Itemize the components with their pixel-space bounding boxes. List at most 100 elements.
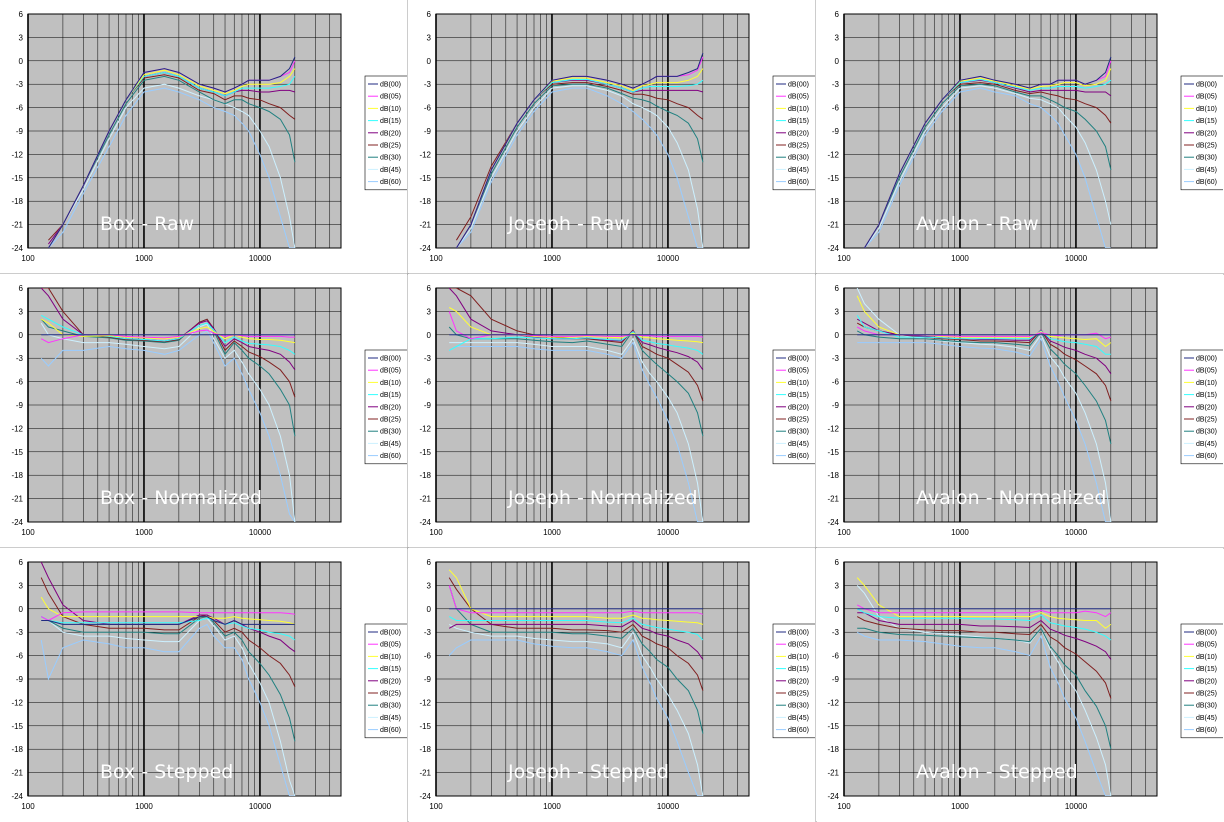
legend: dB(00) dB(05) dB(10) dB(15) dB(20) dB(25) dB(3… [772,75,815,191]
legend-label: dB(10) [788,106,809,113]
legend-label: dB(05) [1196,94,1217,101]
legend-label: dB(00) [1196,630,1217,637]
series-line-dB45 [455,85,704,248]
chart-panel: 6 3 0 -3 -6 -9 -12 -15 -18 -21 -24 100 1000 10000 Jose… [408,548,815,821]
series-group [856,288,1112,522]
y-tick-label: 3 [427,33,432,42]
chart-panel: 6 3 0 -3 -6 -9 -12 -15 -18 -21 -24 100 1000 10000 Box … [0,274,407,547]
x-tick-label: 100 [21,254,35,263]
chart-title: Box - Raw [100,213,194,235]
series-line-dB60 [456,87,703,248]
legend-label: dB(10) [1196,106,1217,113]
series-line-dB20 [448,288,704,371]
x-tick-label: 1000 [951,802,969,811]
legend-label: dB(30) [380,155,401,162]
series-group [448,288,704,522]
y-tick-label: -9 [16,675,24,684]
legend: dB(00) dB(05) dB(10) dB(15) dB(20) dB(25) dB(3… [364,349,407,465]
series-line-dB05 [448,585,704,615]
y-tick-label: -18 [419,471,431,480]
y-tick-label: 0 [427,605,432,614]
y-tick-label: -9 [424,401,432,410]
series-line-dB00 [41,616,295,625]
x-tick-label: 10000 [657,254,680,263]
y-tick-label: -6 [16,652,24,661]
chart-title: Box - Stepped [100,761,233,783]
x-tick-label: 10000 [249,254,272,263]
legend-label: dB(25) [380,143,401,150]
legend-label: dB(30) [788,155,809,162]
legend-label: dB(00) [788,82,809,89]
y-tick-label: 6 [19,10,24,19]
chart-panel: 6 3 0 -3 -6 -9 -12 -15 -18 -21 -24 100 1000 10000 Jose… [408,274,815,547]
x-tick-label: 1000 [543,254,561,263]
x-tick-label: 10000 [249,528,272,537]
chart-title: Joseph - Normalized [507,487,698,509]
chart-panel: 6 3 0 -3 -6 -9 -12 -15 -18 -21 -24 100 1000 10000 Jose… [408,0,815,273]
y-tick-label: 3 [835,307,840,316]
legend-label: dB(15) [1196,666,1217,673]
x-tick-label: 1000 [543,802,561,811]
legend-label: dB(05) [380,94,401,101]
series-group [40,288,296,522]
legend-label: dB(25) [380,417,401,424]
chart-title: Joseph - Raw [507,213,630,235]
y-tick-label: 0 [19,605,24,614]
y-tick-label: 6 [835,558,840,567]
y-tick-label: -3 [424,354,432,363]
y-tick-label: -21 [11,495,23,504]
legend-label: dB(20) [380,404,401,411]
y-tick-label: -15 [11,448,23,457]
chart-title: Avalon - Stepped [916,761,1078,783]
x-tick-label: 10000 [249,802,272,811]
legend-label: dB(25) [788,417,809,424]
y-tick-label: -6 [16,378,24,387]
series-line-dB60 [448,638,703,796]
legend-label: dB(60) [1196,179,1217,186]
series-line-dB15 [856,315,1111,355]
y-tick-label: -15 [827,448,839,457]
legend-label: dB(60) [380,179,401,186]
y-tick-label: -15 [11,174,23,183]
y-tick-label: -15 [827,174,839,183]
legend-label: dB(30) [788,429,809,436]
y-tick-label: 6 [427,284,432,293]
y-tick-label: 0 [427,57,432,66]
legend-label: dB(15) [380,118,401,125]
y-tick-label: 3 [19,33,24,42]
series-group [47,56,296,248]
legend-label: dB(00) [1196,356,1217,363]
y-tick-label: -18 [827,745,839,754]
legend: dB(00) dB(05) dB(10) dB(15) dB(20) dB(25) dB(3… [1180,75,1223,191]
y-tick-label: -6 [424,104,432,113]
y-tick-label: -24 [11,518,23,527]
legend-label: dB(10) [1196,654,1217,661]
x-tick-label: 100 [837,802,851,811]
x-tick-label: 10000 [1065,528,1088,537]
y-tick-label: -9 [424,675,432,684]
legend-label: dB(60) [380,453,401,460]
y-tick-label: -3 [16,628,24,637]
series-line-dB30 [47,75,296,248]
legend-label: dB(45) [380,441,401,448]
y-tick-label: -18 [419,197,431,206]
legend-label: dB(10) [788,380,809,387]
legend-label: dB(30) [1196,155,1217,162]
y-tick-label: -18 [11,471,23,480]
legend-label: dB(05) [788,642,809,649]
x-tick-label: 100 [429,802,443,811]
y-tick-label: -12 [419,698,431,707]
y-tick-label: -3 [16,354,24,363]
series-line-dB10 [40,318,295,344]
series-line-dB10 [856,577,1112,629]
legend-label: dB(45) [380,167,401,174]
y-tick-label: -15 [11,722,23,731]
series-line-dB60 [48,87,295,248]
x-tick-label: 1000 [135,528,153,537]
legend: dB(00) dB(05) dB(10) dB(15) dB(20) dB(25) dB(3… [772,349,815,465]
y-tick-label: -24 [419,518,431,527]
legend-label: dB(15) [788,118,809,125]
x-tick-label: 10000 [1065,802,1088,811]
